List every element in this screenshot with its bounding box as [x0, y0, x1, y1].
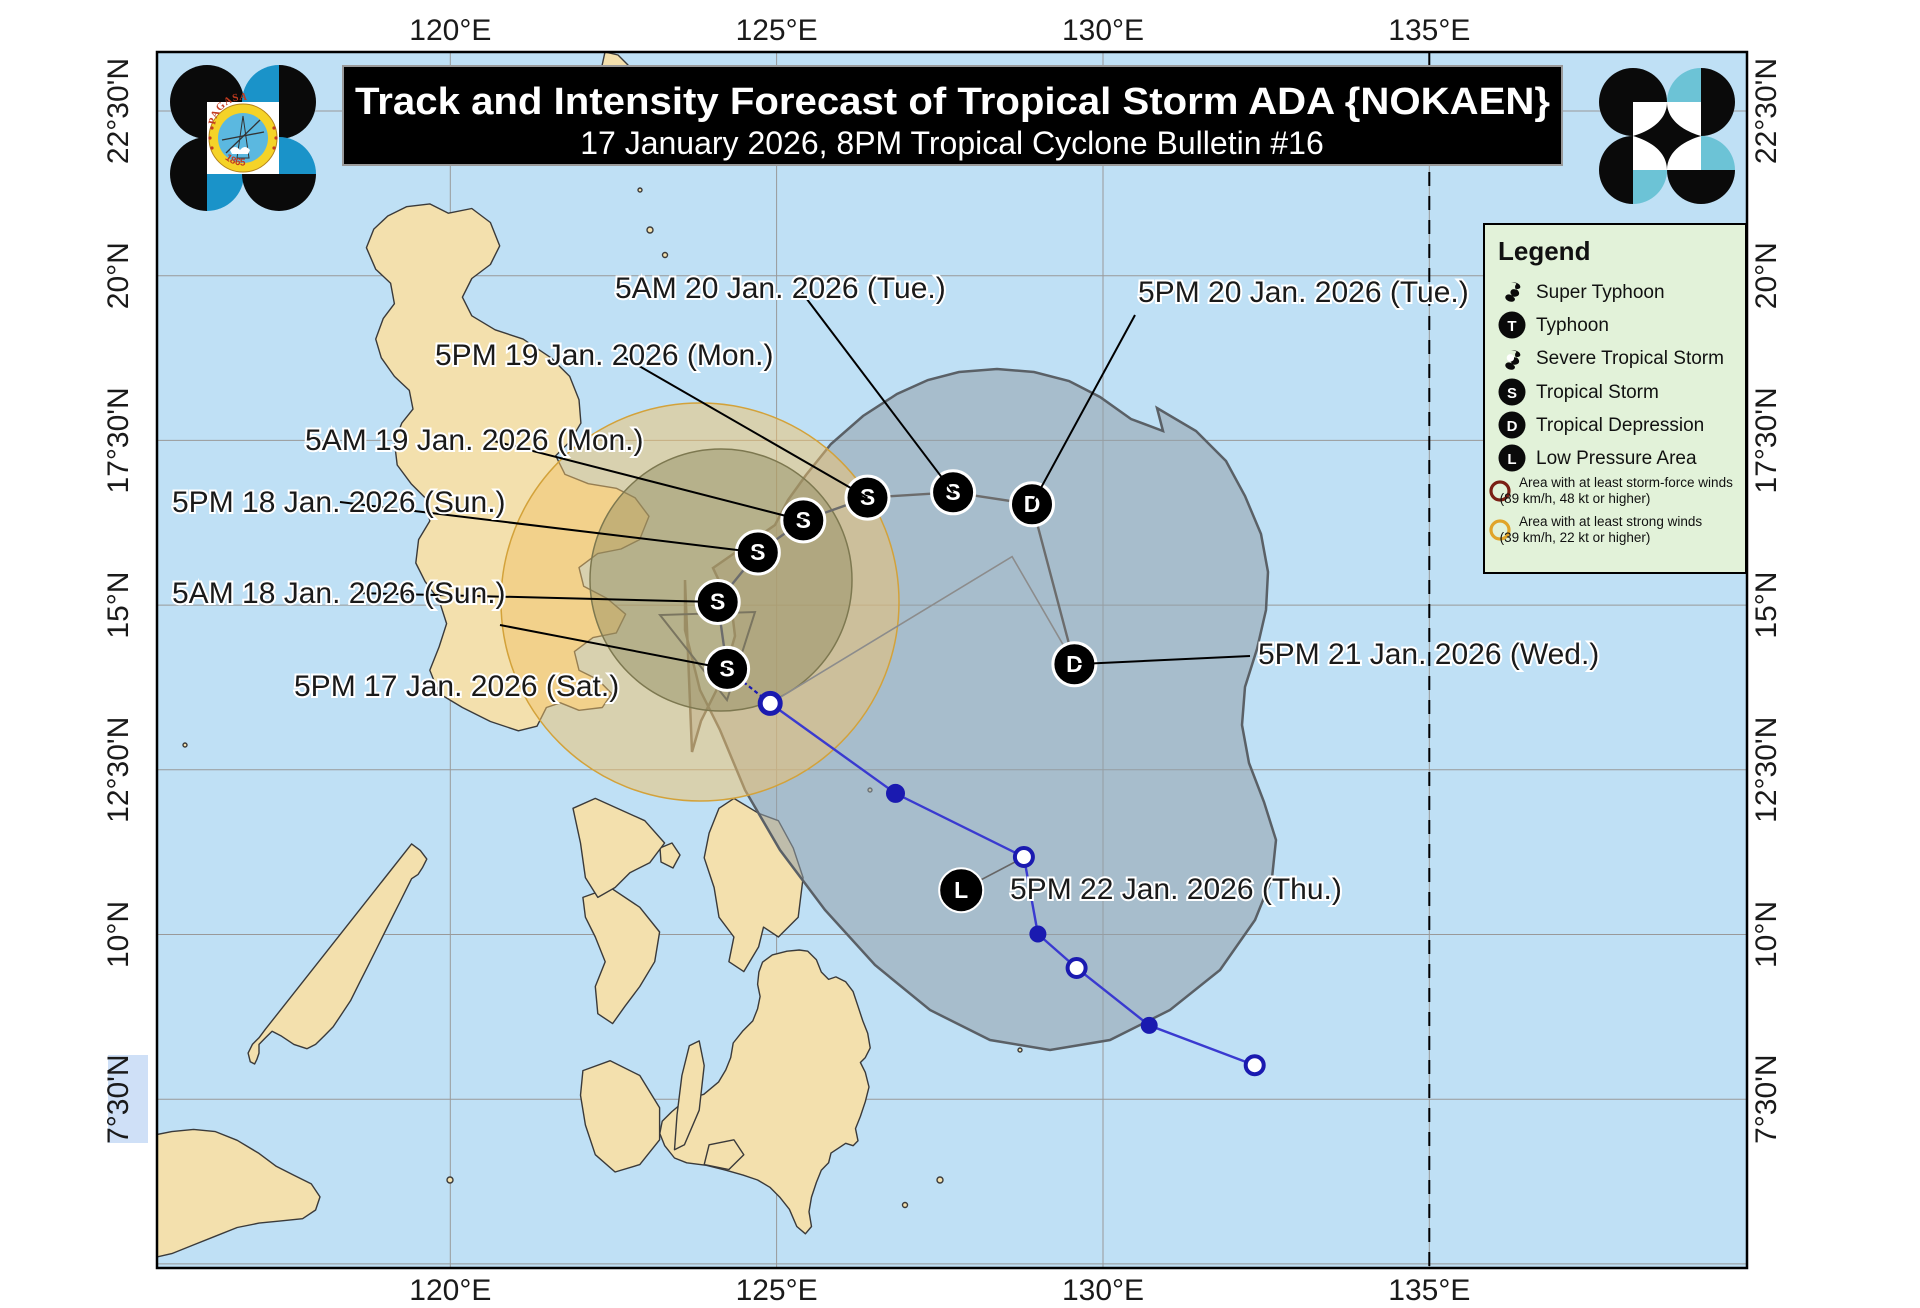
svg-text:22°30'N: 22°30'N: [1750, 58, 1783, 164]
svg-text:5PM 18 Jan. 2026 (Sun.): 5PM 18 Jan. 2026 (Sun.): [172, 486, 506, 519]
svg-text:(89 km/h, 48 kt or higher): (89 km/h, 48 kt or higher): [1500, 491, 1651, 506]
svg-text:17°30'N: 17°30'N: [1750, 387, 1783, 493]
svg-text:Area with at least storm-force: Area with at least storm-force winds: [1519, 475, 1733, 490]
svg-text:120°E: 120°E: [409, 1274, 491, 1307]
svg-text:Area with at least strong wind: Area with at least strong winds: [1519, 514, 1702, 529]
svg-text:5AM 19 Jan. 2026 (Mon.): 5AM 19 Jan. 2026 (Mon.): [305, 424, 644, 457]
svg-text:5PM 17 Jan. 2026 (Sat.): 5PM 17 Jan. 2026 (Sat.): [294, 670, 619, 703]
svg-text:17°30'N: 17°30'N: [102, 387, 135, 493]
svg-text:135°E: 135°E: [1388, 1274, 1470, 1307]
svg-text:10°N: 10°N: [1750, 901, 1783, 968]
svg-text:Tropical Storm: Tropical Storm: [1536, 382, 1659, 403]
svg-text:12°30'N: 12°30'N: [1750, 717, 1783, 823]
svg-text:20°N: 20°N: [102, 242, 135, 309]
svg-text:Tropical Depression: Tropical Depression: [1536, 415, 1704, 436]
svg-text:5AM 18 Jan. 2026 (Sun.): 5AM 18 Jan. 2026 (Sun.): [172, 577, 506, 610]
svg-text:5PM 19 Jan. 2026 (Mon.): 5PM 19 Jan. 2026 (Mon.): [435, 339, 774, 372]
svg-text:5AM 20 Jan. 2026 (Tue.): 5AM 20 Jan. 2026 (Tue.): [615, 272, 946, 305]
svg-text:(39 km/h, 22 kt or higher): (39 km/h, 22 kt or higher): [1500, 530, 1651, 545]
svg-text:5PM 21 Jan. 2026 (Wed.): 5PM 21 Jan. 2026 (Wed.): [1258, 638, 1599, 671]
svg-text:L: L: [1507, 451, 1516, 468]
svg-text:20°N: 20°N: [1750, 242, 1783, 309]
svg-text:Track and Intensity Forecast o: Track and Intensity Forecast of Tropical…: [355, 81, 1550, 123]
svg-text:125°E: 125°E: [736, 1274, 818, 1307]
svg-text:12°30'N: 12°30'N: [102, 717, 135, 823]
svg-text:Legend: Legend: [1498, 236, 1590, 266]
svg-text:22°30'N: 22°30'N: [102, 58, 135, 164]
svg-text:L: L: [954, 877, 968, 903]
svg-text:7°30'N: 7°30'N: [102, 1054, 135, 1143]
svg-text:15°N: 15°N: [1750, 572, 1783, 639]
svg-text:T: T: [1507, 318, 1516, 335]
svg-text:15°N: 15°N: [102, 572, 135, 639]
svg-text:Severe Tropical Storm: Severe Tropical Storm: [1536, 348, 1724, 369]
svg-text:Low Pressure Area: Low Pressure Area: [1536, 448, 1697, 469]
svg-text:120°E: 120°E: [409, 14, 491, 47]
svg-text:Typhoon: Typhoon: [1536, 315, 1609, 336]
svg-text:130°E: 130°E: [1062, 1274, 1144, 1307]
svg-text:10°N: 10°N: [102, 901, 135, 968]
svg-text:7°30'N: 7°30'N: [1750, 1054, 1783, 1143]
svg-text:17 January 2026, 8PM Tropical: 17 January 2026, 8PM Tropical Cyclone Bu…: [580, 125, 1324, 161]
svg-text:Super Typhoon: Super Typhoon: [1536, 282, 1665, 303]
svg-text:5PM 22 Jan. 2026 (Thu.): 5PM 22 Jan. 2026 (Thu.): [1010, 873, 1342, 906]
svg-text:130°E: 130°E: [1062, 14, 1144, 47]
svg-text:D: D: [1507, 418, 1518, 435]
svg-text:5PM 20 Jan. 2026 (Tue.): 5PM 20 Jan. 2026 (Tue.): [1138, 276, 1469, 309]
svg-text:S: S: [1507, 385, 1517, 402]
svg-text:135°E: 135°E: [1388, 14, 1470, 47]
svg-text:125°E: 125°E: [736, 14, 818, 47]
